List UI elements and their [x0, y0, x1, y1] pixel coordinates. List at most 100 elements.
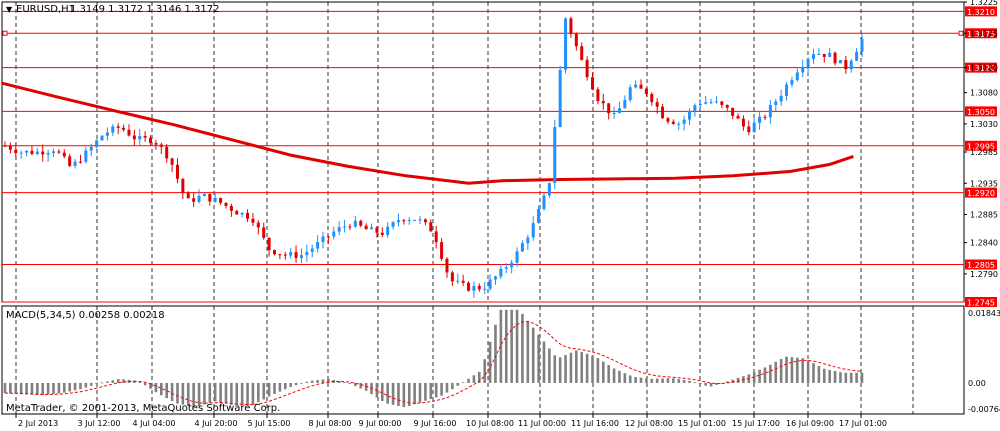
candle-bear [30, 150, 34, 154]
macd-bar [758, 369, 761, 383]
macd-bar [181, 382, 185, 405]
candle-bull [197, 195, 201, 202]
macd-bar [429, 382, 433, 400]
macd-bar [445, 382, 449, 393]
moving-average [1, 81, 854, 185]
macd-bar [224, 382, 228, 404]
macd-bar [100, 382, 104, 384]
time-axis-label: 12 Jul 08:00 [625, 419, 673, 428]
level-label: 1.2805 [967, 261, 995, 270]
candle-bull [785, 84, 789, 96]
macd-bar [672, 378, 675, 383]
candle-bear [283, 254, 287, 256]
level-handle-left [2, 30, 8, 36]
macd-bar [591, 355, 594, 383]
time-axis-label: 9 Jul 16:00 [414, 419, 457, 428]
candle-bear [375, 227, 379, 233]
candle-bull [310, 248, 314, 252]
candle-bull [860, 39, 864, 52]
candle-bull [688, 110, 692, 120]
candle-bear [569, 18, 573, 34]
macd-bar [655, 378, 659, 383]
macd-bar [235, 382, 239, 406]
candle-bear [235, 210, 239, 215]
candle-bear [364, 225, 368, 230]
macd-bar [73, 382, 77, 391]
macd-bar [774, 361, 778, 383]
macd-bar [192, 382, 195, 407]
macd-bar [305, 381, 309, 383]
level-label: 1.3120 [967, 64, 995, 73]
candle-bear [639, 84, 643, 89]
candle-bull [499, 268, 503, 277]
candle-bear [844, 60, 848, 70]
candle-bull [855, 51, 859, 61]
macd-bar [796, 357, 799, 383]
candle-bull [202, 193, 206, 196]
macd-bar [752, 372, 756, 383]
macd-bar [424, 382, 427, 401]
candle-bear [655, 102, 659, 107]
vertical-grid [15, 2, 914, 414]
candle-bull [89, 146, 93, 151]
macd-bar [725, 381, 729, 383]
candle-bear [574, 33, 578, 47]
macd-bar [510, 309, 513, 383]
macd-bar [186, 382, 190, 406]
level-tag [965, 62, 997, 73]
candle-bear [219, 197, 223, 203]
candlesticks [3, 16, 864, 298]
candle-bull [774, 101, 778, 105]
candle-bear [601, 101, 605, 104]
macd-bar [208, 382, 212, 403]
time-axis-label: 11 Jul 00:00 [518, 419, 566, 428]
macd-bar [585, 353, 589, 383]
macd-bar [478, 371, 481, 383]
level-label: 1.2745 [967, 299, 995, 308]
candle-bear [186, 193, 190, 199]
candle-bear [8, 145, 12, 150]
candle-bull [704, 102, 708, 104]
candle-bull [95, 140, 99, 147]
time-axis-label: 15 Jul 17:00 [732, 419, 780, 428]
price-scale-label: 1.2885 [970, 211, 998, 220]
macd-bar [526, 320, 530, 383]
collapse-arrow-icon[interactable]: ▼ [6, 5, 13, 14]
macd-bar [472, 375, 476, 383]
macd-title: MACD(5,34,5) 0.00258 0.00218 [6, 310, 165, 321]
candle-bull [714, 101, 718, 103]
candle-bear [833, 52, 837, 64]
macd-bar [709, 382, 713, 387]
candle-bear [181, 178, 185, 194]
candle-bull [526, 237, 530, 244]
macd-bar [337, 381, 341, 383]
price-scale-label: 1.2790 [970, 270, 998, 279]
macd-bar [116, 379, 120, 383]
candle-bear [380, 232, 384, 235]
price-scale-label: 1.3080 [970, 89, 998, 98]
price-scale-label: 1.2935 [970, 179, 998, 188]
macd-bar [720, 382, 724, 384]
candle-bull [752, 122, 756, 133]
time-axis-label: 4 Jul 20:00 [195, 419, 238, 428]
candle-bear [402, 220, 406, 222]
candle-bull [396, 220, 400, 223]
candle-bear [175, 164, 179, 179]
candle-bear [440, 242, 444, 259]
candle-bull [817, 53, 821, 55]
macd-bar [154, 382, 158, 393]
macd-bar [89, 382, 93, 386]
macd-bar [715, 382, 718, 385]
macd-bar [467, 378, 470, 383]
time-axis: 2 Jul 2013 3 Jul 12:00 4 Jul 04:00 4 Jul 20… [15, 414, 887, 428]
candle-bull [790, 80, 794, 85]
macd-bar [62, 382, 66, 393]
macd-bar [790, 357, 794, 383]
time-axis-label: 2 Jul 2013 [18, 419, 58, 428]
ohlc-values: 1.3149 1.3172 1.3146 1.3172 [70, 4, 220, 15]
macd-bar [418, 382, 422, 403]
candle-bull [52, 151, 56, 153]
candle-bear [585, 59, 589, 78]
macd-bar [14, 382, 18, 394]
